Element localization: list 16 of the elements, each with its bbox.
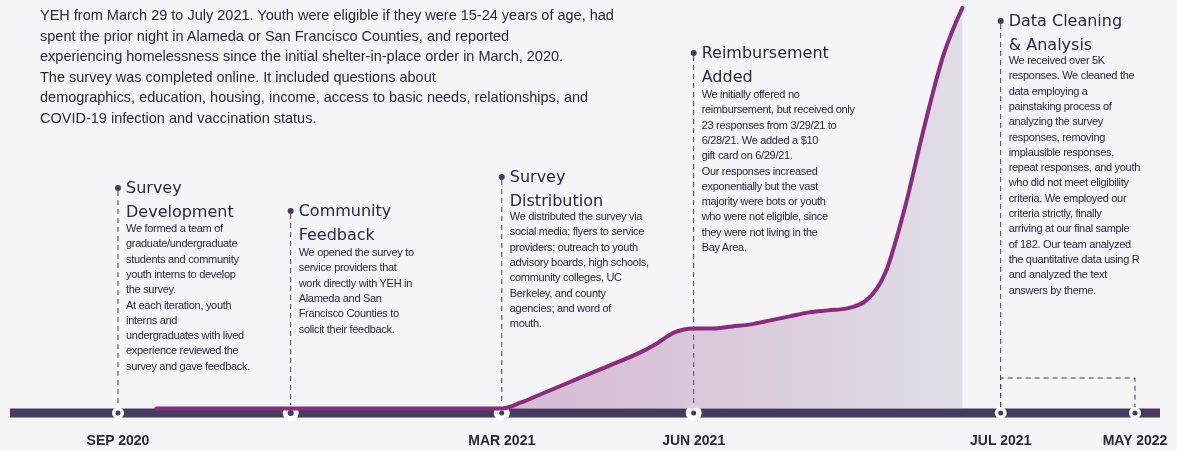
text: We received over 5K responses. We cleaned the data employing a painstaking process of analyzing the survey responses, removing implausible responses, repeat responses, and youth who did not meet eligibility criteria. We employed our criteria strictly, finally arriving at our final sample of 182. Our team analyzed the quantitative data using R and analyzed the text answers by theme.	[1008, 54, 1141, 296]
x-tick-label: SEP 2020	[86, 432, 150, 448]
text: We formed a team of graduate/undergraduate students and community youth interns to develop the survey. At each iteration, youth interns and undergraduates with lived experience reviewed the survey and gave feedback.	[126, 222, 250, 372]
annotation: YEH from March 29 to July 2021. Youth were eligible if they were 15-24 years of age, had spent the prior night in Alameda or San Francisco Counties, and reported experiencing homelessness since the initial shelter-in-place order in March, 2020. The survey was completed online. It included questions about demographics, education, housing, income, access to basic needs, relationships, and COVID-19 infection and vaccination status.	[40, 7, 614, 126]
annotation: We opened the survey to service providers that work directly with YEH in Alameda and San Francisco Counties to solicit their feedback.	[297, 246, 415, 335]
x-tick-label: JUN 2021	[662, 432, 726, 448]
x-tick-label: JUL 2021	[970, 432, 1032, 448]
annotation: Data Cleaning & Analysis	[1008, 11, 1123, 54]
annotation: Survey Distribution	[509, 167, 604, 210]
text: We initially offered no reimbursement, but received only 23 responses from 3/29/21 to 6/28/21. We added a $10 gift card on 6/29/21. Our responses increased exponentially but the vast majority were bots or youth who were not eligible, since they were not living in the Bay Area.	[701, 88, 855, 253]
annotation: We distributed the survey via social media; flyers to service providers; outreach to youth advisory boards, high schools, community colleges, UC Berkeley, and county agencies; and word of mouth.	[509, 210, 649, 330]
x-tick-label: MAY 2022	[1102, 432, 1168, 448]
x-tick-label: MAR 2021	[468, 432, 536, 448]
annotation: Reimbursement Added	[701, 43, 829, 86]
annotation: Survey Development	[126, 178, 234, 221]
annotation: Community Feedback	[298, 201, 392, 244]
